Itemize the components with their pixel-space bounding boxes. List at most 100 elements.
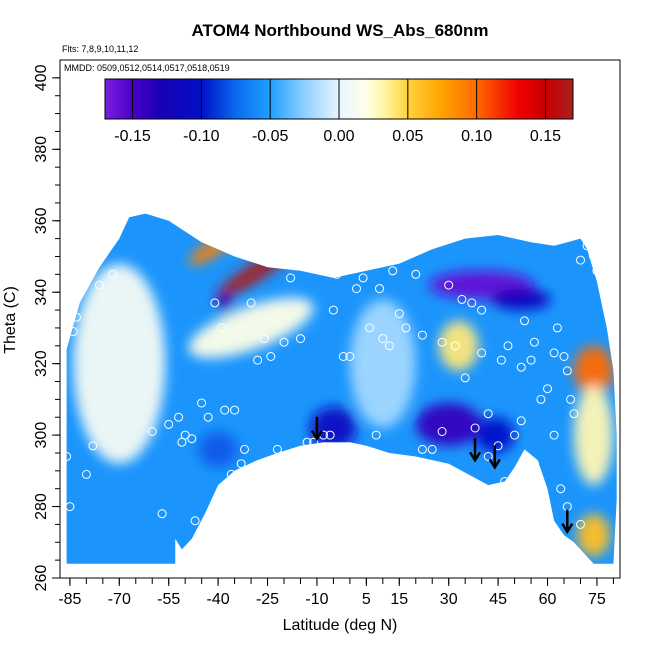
- sample-point: [562, 366, 572, 376]
- x-tick-label: 60: [539, 591, 557, 608]
- sample-point: [556, 484, 566, 494]
- sample-point: [559, 352, 569, 361]
- x-tick-label: 5: [362, 591, 371, 608]
- sample-point: [460, 373, 470, 383]
- arrow-marker: [488, 445, 501, 470]
- sample-point: [345, 352, 355, 361]
- heatmap-anomalies: [73, 233, 614, 557]
- sample-point: [543, 384, 552, 394]
- sample-point: [279, 337, 289, 347]
- sample-point: [236, 459, 246, 469]
- sample-point: [394, 309, 404, 319]
- sample-point: [358, 273, 368, 283]
- y-tick-label: 400: [33, 64, 50, 91]
- sample-point: [88, 441, 98, 451]
- sample-point: [470, 423, 480, 433]
- heatmap-anomaly: [438, 320, 479, 371]
- sample-point: [62, 452, 72, 461]
- sample-point: [177, 437, 187, 447]
- sample-point: [549, 430, 559, 440]
- arrow-marker: [468, 438, 482, 463]
- sample-point: [230, 405, 240, 415]
- heatmap-anomaly: [573, 385, 614, 486]
- sample-point: [483, 452, 493, 461]
- sample-point: [240, 444, 249, 454]
- sample-point: [72, 312, 81, 322]
- arrow-markers: [310, 416, 574, 535]
- sample-point: [302, 437, 312, 447]
- heatmap-anomaly: [573, 345, 614, 396]
- x-axis-label: Latitude (deg N): [283, 617, 398, 634]
- sample-point: [500, 477, 510, 486]
- sample-point: [164, 419, 174, 429]
- sample-point: [592, 266, 602, 276]
- sample-point: [375, 284, 384, 294]
- sample-point: [549, 348, 559, 358]
- sample-point: [259, 334, 269, 344]
- flights-note: Flts: 7,8,9,10,11,12: [62, 44, 138, 54]
- colorbar: -0.15 -0.10 -0.05 0.00 0.05 0.10 0.15: [104, 78, 574, 145]
- sample-point: [595, 227, 605, 236]
- sample-point: [286, 273, 296, 283]
- sample-point: [190, 516, 200, 526]
- sample-point: [576, 255, 585, 265]
- sample-point: [477, 348, 487, 358]
- sample-point: [526, 355, 536, 365]
- sample-point: [417, 444, 427, 454]
- sample-point: [197, 398, 207, 408]
- heatmap-anomaly: [188, 297, 314, 359]
- sample-point: [95, 280, 104, 290]
- sample-point: [253, 355, 263, 365]
- x-tick-label: 30: [440, 591, 458, 608]
- arrow-marker: [561, 509, 574, 535]
- colorbar-tick-label: -0.10: [183, 128, 220, 145]
- sample-point: [328, 305, 338, 315]
- y-tick-label: 380: [33, 136, 50, 163]
- sample-point: [477, 305, 487, 315]
- sample-point: [444, 280, 454, 290]
- sample-point: [437, 427, 447, 436]
- sample-point: [589, 252, 599, 261]
- sample-point: [216, 323, 226, 333]
- sample-point: [147, 427, 157, 436]
- sample-point: [496, 355, 506, 365]
- chart-title: ATOM4 Northbound WS_Abs_680nm: [192, 21, 489, 40]
- sample-point: [174, 412, 184, 422]
- sample-point: [272, 444, 282, 454]
- sample-point: [582, 241, 592, 251]
- sample-point: [332, 269, 342, 279]
- plot-frame: [59, 59, 621, 579]
- sample-point: [384, 341, 394, 351]
- x-tick-label: -40: [207, 591, 230, 608]
- sample-point: [510, 430, 520, 440]
- y-axis: 260 280 300 320 340 360 380 400: [33, 64, 60, 591]
- sample-point: [516, 416, 526, 426]
- sample-point: [309, 437, 319, 447]
- y-tick-label: 300: [33, 422, 50, 449]
- sample-point: [536, 394, 546, 404]
- sample-point: [296, 334, 305, 344]
- sample-point: [467, 298, 477, 308]
- y-axis-label: Theta (C): [2, 286, 19, 354]
- sample-point: [220, 405, 230, 415]
- sample-point: [371, 430, 381, 440]
- colorbar-tick-label: 0.05: [392, 128, 423, 145]
- colorbar-tick-label: -0.15: [114, 128, 151, 145]
- sample-point: [378, 334, 388, 344]
- dates-note: MMDD: 0509,0512,0514,0517,0518,0519: [64, 63, 230, 73]
- sample-point: [108, 269, 118, 279]
- sample-point: [325, 430, 335, 440]
- y-tick-label: 260: [33, 565, 50, 592]
- sample-point: [187, 434, 197, 444]
- y-tick-label: 360: [33, 207, 50, 234]
- colorbar-tick-label: -0.05: [252, 128, 289, 145]
- heatmap-anomaly: [577, 513, 611, 557]
- heatmap-anomaly: [73, 263, 166, 464]
- sample-point: [585, 234, 595, 244]
- heatmap-anomaly: [475, 417, 515, 453]
- heatmap-anomaly: [216, 294, 233, 312]
- colorbar-tick-label: 0.10: [461, 128, 492, 145]
- heatmap-anomaly: [415, 403, 482, 446]
